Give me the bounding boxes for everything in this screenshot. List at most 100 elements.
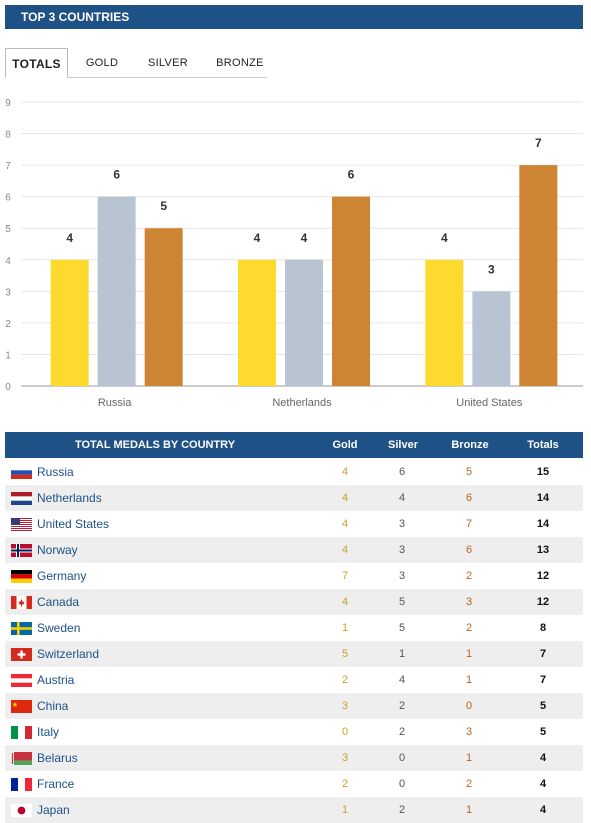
bronze-count: 6 [465,544,473,556]
bar-bronze [332,196,370,386]
data-label: 6 [348,168,355,182]
y-tick-label: 0 [5,382,11,393]
bar-gold [50,259,89,386]
country-link[interactable]: France [37,777,75,791]
canada-flag-icon [11,596,32,609]
gold-count: 1 [341,804,349,816]
bronze-count: 2 [465,778,473,790]
country-link[interactable]: Austria [37,673,75,687]
table-row: United States 4 3 7 14 [5,511,583,537]
table-row: France 2 0 2 4 [5,771,583,797]
silver-count: 2 [398,726,406,738]
bronze-count: 1 [465,674,473,686]
gold-count: 4 [341,466,349,478]
total-count: 4 [539,752,547,764]
silver-count: 4 [398,674,406,686]
tab-silver[interactable]: SILVER [147,57,189,69]
bronze-count: 2 [465,570,473,582]
switzerland-flag-icon [11,648,32,661]
total-count: 7 [539,648,547,660]
column-header-silver[interactable]: Silver [388,439,418,451]
country-link[interactable]: United States [37,517,110,531]
bronze-count: 3 [465,726,473,738]
total-count: 14 [536,492,550,504]
total-count: 12 [536,570,550,582]
total-count: 15 [536,466,550,478]
y-tick-label: 5 [5,224,11,235]
section-title: TOP 3 COUNTRIES [21,10,130,24]
y-tick-label: 8 [5,130,11,141]
section-header: TOP 3 COUNTRIES [5,5,583,29]
data-label: 7 [535,136,542,150]
silver-count: 1 [398,648,406,660]
tabs-divider [5,77,267,78]
bronze-count: 1 [465,648,473,660]
bronze-count: 1 [465,804,473,816]
bar-bronze [519,165,558,386]
table-row: Austria 2 4 1 7 [5,667,583,693]
silver-count: 6 [398,466,406,478]
tab-gold[interactable]: GOLD [85,57,119,69]
bronze-count: 3 [465,596,473,608]
total-count: 12 [536,596,550,608]
y-tick-label: 6 [5,193,11,204]
table-row: Belarus 3 0 1 4 [5,745,583,771]
germany-flag-icon [11,570,32,583]
country-link[interactable]: Norway [37,543,78,557]
table-row: Switzerland 5 1 1 7 [5,641,583,667]
total-count: 4 [539,804,547,816]
table-row: Italy 0 2 3 5 [5,719,583,745]
column-header-totals[interactable]: Totals [527,439,559,451]
gold-count: 3 [341,700,349,712]
silver-count: 5 [398,622,406,634]
tab-bronze[interactable]: BRONZE [216,57,264,69]
austria-flag-icon [11,674,32,687]
bar-silver [97,196,136,386]
data-label: 4 [254,231,261,245]
x-tick-label: Netherlands [272,397,332,409]
silver-count: 0 [398,778,406,790]
country-link[interactable]: China [37,699,69,713]
total-count: 5 [539,726,547,738]
country-link[interactable]: Germany [37,569,87,583]
silver-count: 2 [398,700,406,712]
country-link[interactable]: Belarus [37,751,78,765]
gold-count: 1 [341,622,349,634]
data-label: 4 [301,231,308,245]
bar-silver [472,291,511,386]
country-link[interactable]: Russia [37,465,74,479]
silver-count: 5 [398,596,406,608]
gold-count: 7 [341,570,349,582]
japan-flag-icon [11,804,32,817]
gold-count: 4 [341,492,349,504]
gold-count: 4 [341,518,349,530]
gold-count: 2 [341,778,349,790]
gold-count: 4 [341,544,349,556]
country-link[interactable]: Switzerland [37,647,100,661]
russia-flag-icon [11,466,32,479]
country-link[interactable]: Sweden [37,621,81,635]
y-tick-label: 2 [5,319,11,330]
data-label: 5 [160,199,167,213]
column-header-bronze[interactable]: Bronze [451,439,489,451]
netherlands-flag-icon [11,492,32,505]
country-link[interactable]: Netherlands [37,491,102,505]
united-states-flag-icon [11,518,32,531]
tab-totals[interactable]: TOTALS [5,48,68,78]
y-tick-label: 3 [5,287,11,298]
total-count: 13 [536,544,550,556]
country-link[interactable]: Japan [37,803,70,817]
x-tick-label: Russia [98,397,133,409]
gold-count: 3 [341,752,349,764]
column-header-gold[interactable]: Gold [332,439,358,451]
silver-count: 2 [398,804,406,816]
bronze-count: 7 [465,518,473,530]
gold-count: 5 [341,648,349,660]
table-row: Germany 7 3 2 12 [5,563,583,589]
country-link[interactable]: Italy [37,725,60,739]
bronze-count: 1 [465,752,473,764]
country-link[interactable]: Canada [37,595,80,609]
total-count: 4 [539,778,547,790]
total-count: 14 [536,518,550,530]
data-label: 4 [66,231,73,245]
